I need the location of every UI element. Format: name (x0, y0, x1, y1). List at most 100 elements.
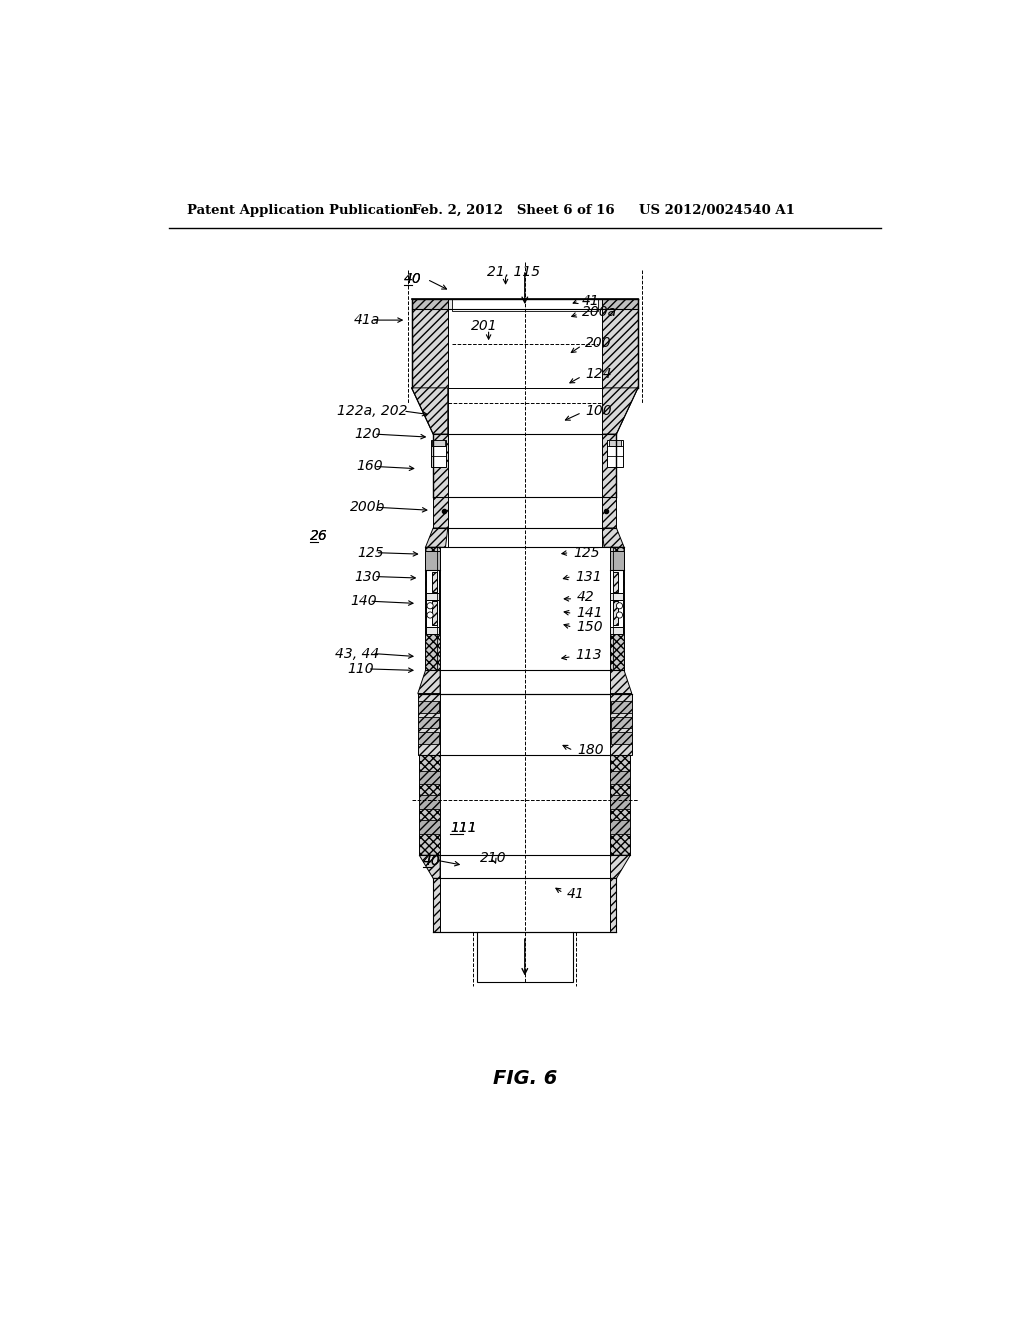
Bar (440, 548, 609, 671)
Polygon shape (412, 388, 447, 434)
Bar (447, 300, 602, 309)
Polygon shape (425, 552, 440, 570)
Bar (412, 300, 447, 388)
Polygon shape (425, 528, 447, 548)
Polygon shape (611, 733, 632, 743)
Text: 125: 125 (357, 545, 384, 560)
Text: 26: 26 (310, 529, 328, 543)
Text: 42: 42 (577, 590, 594, 605)
Bar (447, 434, 602, 498)
Text: Patent Application Publication: Patent Application Publication (186, 205, 414, 218)
Text: 120: 120 (354, 428, 381, 441)
Text: FIG. 6: FIG. 6 (493, 1069, 557, 1088)
Text: 140: 140 (351, 594, 378, 609)
Text: 41: 41 (582, 294, 599, 308)
Circle shape (616, 612, 623, 618)
Text: Feb. 2, 2012   Sheet 6 of 16: Feb. 2, 2012 Sheet 6 of 16 (412, 205, 614, 218)
Text: 200: 200 (585, 337, 611, 350)
Bar (610, 627, 624, 635)
Polygon shape (602, 528, 625, 548)
Text: 26: 26 (310, 529, 328, 543)
Bar (426, 627, 439, 635)
Bar (602, 300, 638, 309)
Text: 180: 180 (578, 743, 604, 756)
Polygon shape (609, 795, 631, 809)
Text: 200b: 200b (350, 500, 385, 515)
Bar (608, 441, 621, 446)
Text: 40: 40 (423, 854, 441, 867)
Polygon shape (611, 701, 632, 713)
Bar (609, 693, 632, 755)
Bar (440, 878, 609, 932)
Bar (418, 693, 440, 755)
Text: 40: 40 (423, 854, 441, 867)
Text: 200a: 200a (582, 305, 616, 319)
Text: 41: 41 (567, 887, 585, 900)
Bar (477, 932, 572, 982)
Text: 150: 150 (577, 619, 603, 634)
Polygon shape (602, 388, 638, 434)
Bar (433, 434, 447, 498)
Bar (610, 594, 624, 599)
Bar (433, 878, 440, 932)
Polygon shape (418, 671, 440, 693)
Text: 40: 40 (403, 272, 422, 286)
Bar (440, 671, 609, 693)
Bar (607, 441, 623, 467)
Bar (426, 570, 439, 594)
Bar (609, 755, 631, 855)
Text: 160: 160 (356, 459, 383, 474)
Circle shape (427, 603, 433, 609)
Bar (602, 434, 616, 498)
Polygon shape (418, 701, 438, 713)
Text: 111: 111 (451, 821, 477, 836)
Text: US 2012/0024540 A1: US 2012/0024540 A1 (639, 205, 795, 218)
Bar (610, 599, 624, 627)
Bar (433, 498, 447, 528)
Bar (447, 528, 602, 548)
Text: 210: 210 (480, 850, 507, 865)
Polygon shape (419, 795, 440, 809)
Bar (447, 388, 602, 434)
Text: 100: 100 (585, 404, 611, 418)
Bar (419, 755, 440, 855)
Text: 131: 131 (574, 569, 601, 583)
Text: 41a: 41a (354, 313, 380, 327)
Polygon shape (609, 671, 632, 693)
Text: 110: 110 (348, 661, 375, 676)
Polygon shape (609, 552, 625, 570)
Text: 141: 141 (577, 606, 603, 619)
Text: 111: 111 (451, 821, 477, 836)
Polygon shape (611, 717, 632, 729)
Bar (447, 300, 602, 388)
Polygon shape (418, 733, 438, 743)
Text: 201: 201 (471, 319, 498, 333)
Text: 113: 113 (574, 648, 601, 663)
Bar (432, 572, 437, 591)
Bar (412, 300, 447, 309)
Circle shape (427, 612, 433, 618)
Bar (612, 572, 617, 591)
Bar (609, 548, 625, 671)
Circle shape (616, 603, 623, 609)
Text: 40: 40 (403, 272, 422, 286)
Text: 125: 125 (573, 545, 600, 560)
Text: 21, 115: 21, 115 (487, 265, 541, 280)
Bar (432, 441, 444, 446)
Bar (425, 548, 440, 671)
Bar (452, 300, 598, 312)
Polygon shape (609, 771, 631, 784)
Bar (447, 498, 602, 528)
Bar (440, 693, 609, 755)
Bar (426, 594, 439, 599)
Bar (440, 855, 609, 878)
Text: 122a, 202: 122a, 202 (337, 404, 408, 418)
Polygon shape (609, 820, 631, 834)
Polygon shape (418, 717, 438, 729)
Bar (610, 570, 624, 594)
Bar (440, 755, 609, 855)
Polygon shape (419, 820, 440, 834)
Bar (432, 601, 437, 626)
Text: 130: 130 (354, 569, 381, 583)
Polygon shape (419, 855, 440, 878)
